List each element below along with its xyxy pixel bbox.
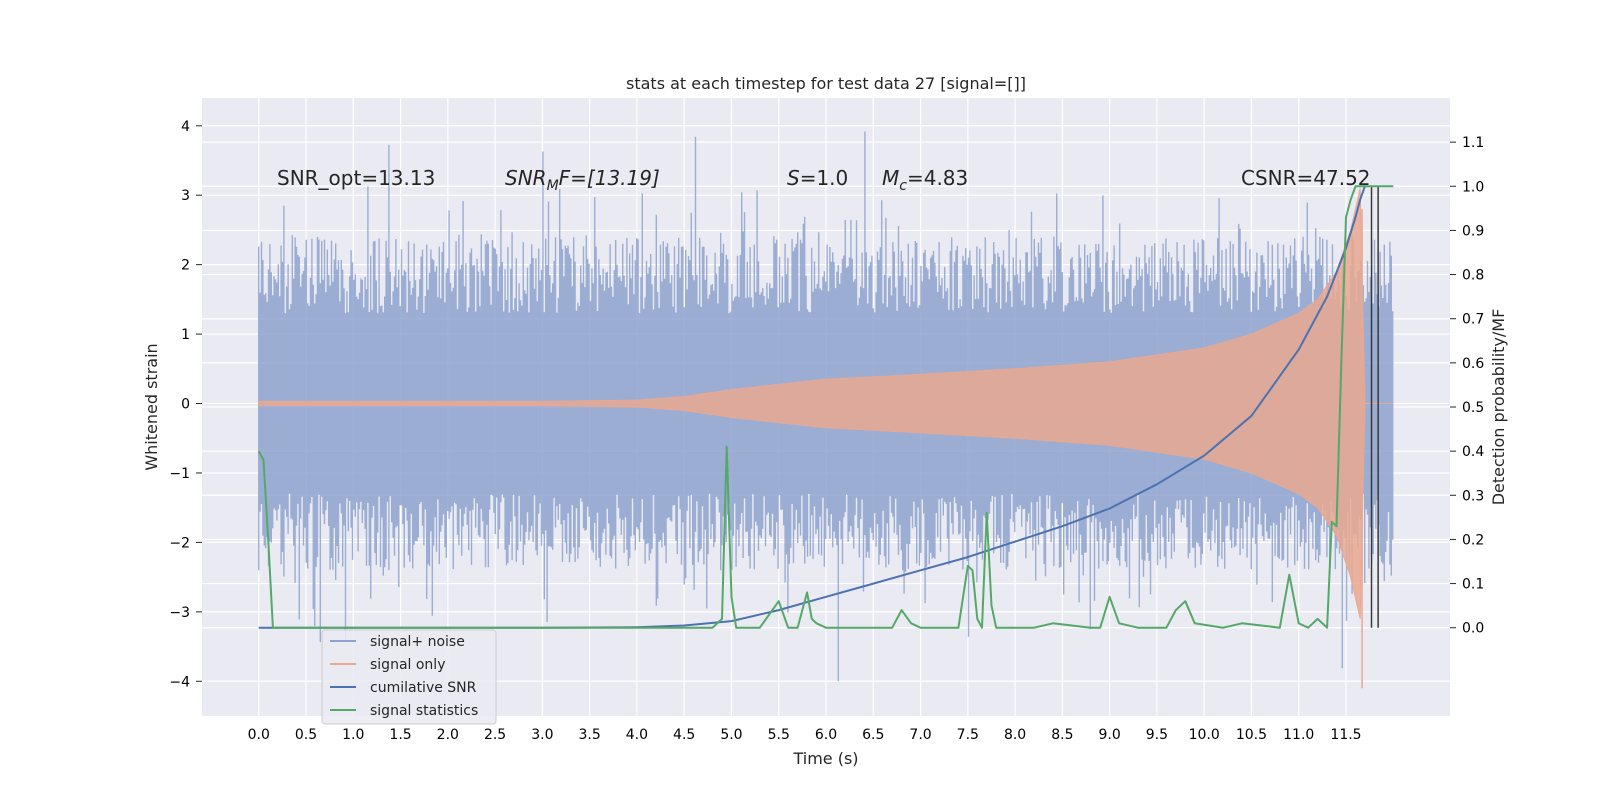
annotation-snr-mf-label: SNR <box>505 166 547 190</box>
x-tick-label: 2.5 <box>484 727 506 743</box>
y-right-tick-label: 0.5 <box>1462 400 1484 416</box>
x-tick-label: 1.0 <box>342 727 364 743</box>
line-series <box>257 185 1394 629</box>
y-left-tick-label: −2 <box>169 535 190 551</box>
y-right-tick-label: 0.9 <box>1462 223 1484 239</box>
y-axis-left-label: Whitened strain <box>142 343 161 470</box>
y-left-tick-label: 0 <box>181 397 190 413</box>
x-tick-label: 3.5 <box>579 727 601 743</box>
annotation-mc-value: =4.83 <box>907 166 968 190</box>
y-axis-right-ticks: 1.1 1.0 0.9 0.8 0.7 0.6 0.5 0.4 0.3 0.2 0.1 0.0 <box>1450 135 1484 637</box>
x-tick-label: 10.5 <box>1236 727 1267 743</box>
annotation-snr-mf: SNRMF=[13.19] <box>505 166 660 194</box>
legend: signal+ noise signal only cumilative SNR… <box>321 629 497 725</box>
y-right-tick-label: 0.3 <box>1462 488 1484 504</box>
x-tick-label: 3.0 <box>531 727 553 743</box>
annotation-csnr: CSNR=47.52 <box>1241 166 1371 190</box>
x-tick-label: 10.0 <box>1189 727 1220 743</box>
y-right-tick-label: 0.8 <box>1462 268 1484 284</box>
x-tick-label: 5.5 <box>768 727 790 743</box>
y-left-tick-label: 3 <box>181 188 190 204</box>
x-tick-label: 0.5 <box>295 727 317 743</box>
y-left-tick-label: 1 <box>181 327 190 343</box>
legend-box <box>321 629 497 725</box>
legend-label-signal-noise: signal+ noise <box>370 634 465 650</box>
legend-label-signal-only: signal only <box>370 657 445 673</box>
x-tick-label: 5.0 <box>720 727 742 743</box>
x-axis-label: Time (s) <box>792 749 858 768</box>
y-left-tick-label: −1 <box>169 466 190 482</box>
annotation-snr-opt: SNR_opt=13.13 <box>277 166 435 190</box>
x-axis-ticks: 0.0 0.5 1.0 1.5 2.0 2.5 3.0 3.5 4.0 4.5 5.0 5.5 6.0 6… <box>248 727 1362 743</box>
y-left-tick-label: −3 <box>169 605 190 621</box>
x-tick-label: 7.5 <box>957 727 979 743</box>
annotation-s-value: =1.0 <box>800 166 849 190</box>
y-right-tick-label: 0.1 <box>1462 577 1484 593</box>
signal-only-envelope <box>258 188 1394 619</box>
x-tick-label: 6.0 <box>815 727 837 743</box>
legend-label-signal-statistics: signal statistics <box>370 703 478 719</box>
x-tick-label: 7.0 <box>909 727 931 743</box>
x-tick-label: 1.5 <box>389 727 411 743</box>
x-tick-label: 4.5 <box>673 727 695 743</box>
annotation-snr-mf-tail: F=[13.19] <box>559 166 660 190</box>
annotation-s: S=1.0 <box>787 166 848 190</box>
y-right-tick-label: 0.0 <box>1462 621 1484 637</box>
annotation-mc-label: M <box>882 166 899 190</box>
annotation-s-label: S <box>787 166 800 190</box>
y-left-tick-label: 4 <box>181 119 190 135</box>
x-tick-label: 4.0 <box>626 727 648 743</box>
y-right-tick-label: 1.1 <box>1462 135 1484 151</box>
y-right-tick-label: 0.7 <box>1462 312 1484 328</box>
x-tick-label: 11.0 <box>1283 727 1314 743</box>
legend-label-cumilative-snr: cumilative SNR <box>370 680 477 696</box>
vertical-markers <box>1370 186 1379 628</box>
chart-title: stats at each timestep for test data 27 … <box>626 74 1026 93</box>
x-tick-label: 0.0 <box>248 727 270 743</box>
y-axis-right-label: Detection probability/MF <box>1489 309 1508 506</box>
y-left-tick-label: −4 <box>169 674 190 690</box>
y-left-tick-label: 2 <box>181 258 190 274</box>
x-tick-label: 8.5 <box>1051 727 1073 743</box>
annotation-mc: Mc=4.83 <box>882 166 968 194</box>
signal-statistics-line <box>257 185 1394 629</box>
annotation-mc-sub: c <box>899 178 907 194</box>
x-tick-label: 6.5 <box>862 727 884 743</box>
x-tick-label: 11.5 <box>1330 727 1361 743</box>
signal-only-series <box>258 188 1394 689</box>
y-right-tick-label: 0.4 <box>1462 444 1484 460</box>
x-tick-label: 9.5 <box>1146 727 1168 743</box>
x-tick-label: 8.0 <box>1004 727 1026 743</box>
y-right-tick-label: 1.0 <box>1462 179 1484 195</box>
x-tick-label: 9.0 <box>1099 727 1121 743</box>
x-tick-label: 2.0 <box>437 727 459 743</box>
y-axis-left-ticks: 4 3 2 1 0 −1 −2 −3 −4 <box>169 119 202 690</box>
annotation-snr-mf-sub: M <box>547 178 559 194</box>
y-right-tick-label: 0.2 <box>1462 532 1484 548</box>
y-right-tick-label: 0.6 <box>1462 356 1484 372</box>
